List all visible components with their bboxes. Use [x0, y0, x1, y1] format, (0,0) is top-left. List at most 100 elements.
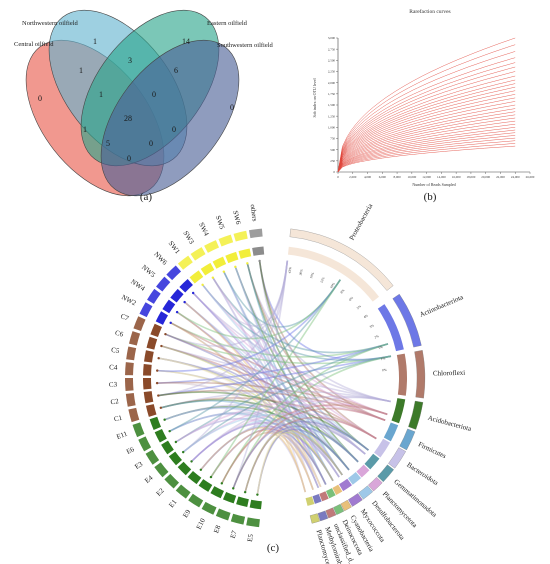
taxon-inner-arc	[338, 478, 352, 492]
taxon-outer-arc	[408, 400, 424, 430]
taxon-inner-arc	[364, 453, 380, 470]
chord-ribbon	[161, 345, 377, 440]
venn-label-northwestern: Northwestern oilfield	[22, 20, 79, 27]
venn-count-northwestern: 1	[93, 37, 97, 46]
ribbon-anchor	[156, 369, 159, 372]
ribbon-anchor	[157, 394, 160, 397]
ribbon-anchor	[234, 265, 237, 269]
x-tick-label: 18,000	[467, 175, 476, 180]
ribbon-anchor	[243, 490, 247, 494]
rarefaction-curve	[337, 143, 516, 173]
chord-ribbon	[232, 420, 369, 489]
sample-inner-arc	[143, 378, 152, 390]
x-tick-label: 10,000	[407, 175, 416, 180]
sample-outer-arc	[233, 230, 248, 242]
percent-label: 4%	[363, 313, 369, 319]
taxon-label: Bacteroidota	[405, 461, 440, 488]
ribbon-anchor	[199, 468, 203, 471]
sample-label: SW3	[181, 229, 195, 246]
sample-outer-arc	[145, 449, 160, 465]
y-tick-label: 2,250	[328, 70, 336, 75]
rarefaction-curve	[337, 120, 516, 173]
chord-ribbon	[201, 284, 386, 422]
rarefaction-curve	[337, 135, 516, 173]
ribbon-anchor	[201, 283, 204, 287]
sample-label: C2	[110, 397, 120, 406]
rarefaction-curve	[337, 127, 516, 173]
chord-ribbon	[244, 396, 391, 493]
chord-ribbon	[157, 369, 314, 490]
chord-ribbon	[157, 382, 320, 489]
chord-ribbon	[190, 395, 391, 462]
chord-ribbon	[258, 260, 289, 320]
taxon-inner-arc	[325, 488, 336, 499]
sample-inner-arc	[210, 486, 224, 499]
taxon-outer-arc	[377, 464, 394, 483]
chord-ribbon	[158, 357, 334, 482]
chord-ribbon	[160, 400, 343, 476]
rarefaction-curve	[337, 129, 516, 173]
taxon-outer-arc	[348, 493, 363, 507]
rarefaction-axes: 0 2,000 4,000 6,000 8,000 10,000 12,000 14,000 1…	[328, 36, 535, 180]
rarefaction-xlabel: Number of Reads Sampled	[412, 182, 455, 187]
chord-rings	[125, 228, 426, 528]
chord-ribbon	[169, 412, 327, 485]
sample-outer-arc	[204, 240, 220, 253]
taxon-inner-arc	[377, 304, 404, 352]
chord-ribbon	[157, 381, 388, 416]
chord-ribbon	[165, 333, 369, 451]
chord-ribbon	[160, 390, 391, 409]
chord-ribbon	[201, 284, 392, 362]
percent-label: 10%	[329, 282, 336, 290]
sample-inner-arc	[222, 491, 237, 504]
venn-label-southwestern: Southwestern oilfield	[217, 42, 274, 49]
chord-ribbon	[158, 357, 350, 471]
chord-ribbon	[182, 404, 386, 453]
chord-ribbon	[200, 418, 366, 471]
chord-ribbon	[244, 429, 343, 493]
chord-ribbon	[200, 423, 350, 471]
taxon-outer-arc	[317, 510, 329, 522]
chord-ribbon	[176, 311, 327, 485]
sample-label: SW4	[197, 221, 210, 238]
chord-ribbon	[170, 322, 389, 358]
venn-set-ellipse	[100, 39, 240, 197]
rarefaction-curve	[337, 114, 516, 173]
rarefaction-curve	[337, 71, 516, 173]
venn-count-c-nw-sw: 0	[149, 139, 153, 148]
ribbon-anchor	[256, 493, 259, 496]
chord-ribbon	[192, 292, 359, 463]
venn-count-c-nw-e: 1	[99, 90, 103, 99]
chord-ribbon	[157, 279, 341, 372]
chord-ribbon	[212, 277, 320, 489]
sample-outer-arc	[154, 462, 169, 478]
sample-inner-arc	[225, 251, 239, 264]
sample-outer-arc	[215, 508, 231, 521]
percent-label: 43%	[288, 267, 293, 274]
sample-inner-arc	[238, 248, 252, 259]
rarefaction-curve	[337, 75, 516, 173]
chord-ribbon	[234, 266, 334, 482]
chord-ribbon	[170, 322, 320, 489]
sample-outer-arc	[188, 493, 204, 508]
venn-count-nw-e-sw: 0	[152, 90, 156, 99]
venn-label-central: Central oilfield	[14, 41, 54, 48]
sample-inner-arc	[155, 311, 169, 325]
chord-ribbons	[155, 259, 392, 496]
panel-c-label: (c)	[267, 542, 280, 554]
taxon-outer-arc	[289, 228, 394, 291]
sample-label: E7	[229, 529, 239, 539]
taxon-outer-arc	[333, 503, 345, 515]
x-tick-label: 22,000	[496, 175, 505, 180]
chord-ribbon	[164, 404, 366, 455]
y-tick-label: 0	[333, 170, 335, 174]
sample-inner-arc	[161, 440, 174, 455]
chord-ribbon	[232, 407, 386, 489]
x-tick-label: 20,000	[481, 175, 490, 180]
chord-ribbon	[164, 407, 322, 488]
rarefaction-curve	[337, 145, 516, 173]
taxon-outer-arc	[392, 293, 422, 348]
venn-diagram: Central oilfield Northwestern oilfield E…	[14, 9, 274, 203]
ribbon-anchor	[163, 418, 166, 421]
